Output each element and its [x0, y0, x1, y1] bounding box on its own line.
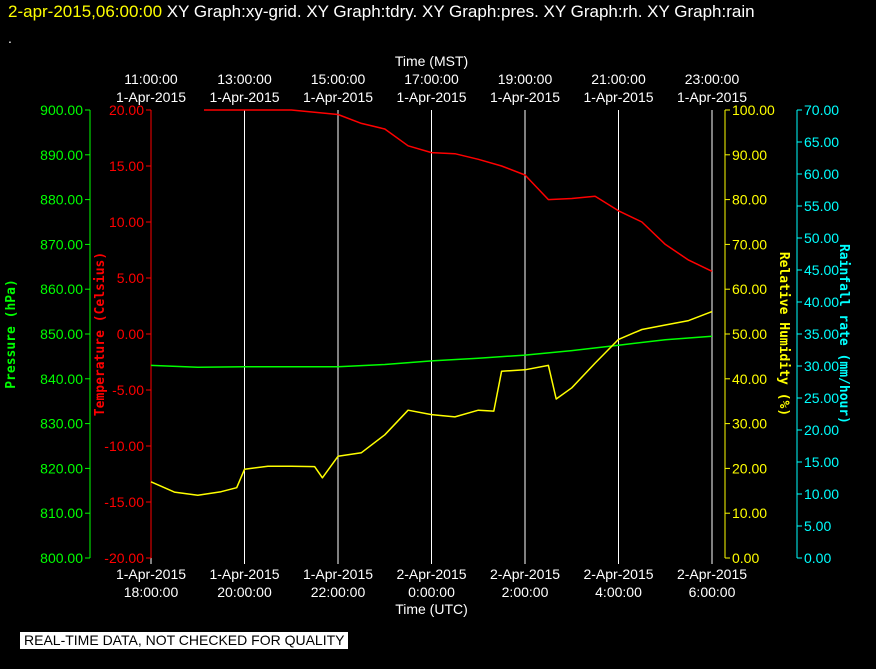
humidity-tick-label: 30.00: [732, 416, 767, 432]
pressure-tick-label: 850.00: [40, 326, 83, 342]
temperature-tick-label: 0.00: [117, 326, 144, 342]
rainfall-axis-label: Rainfall rate (mm/hour): [836, 244, 851, 424]
temperature-tick-label: -15.00: [104, 494, 144, 510]
bottom-axis-tick-time: 20:00:00: [217, 584, 272, 600]
top-axis-tick-date: 1-Apr-2015: [490, 89, 560, 105]
bottom-axis-tick-date: 2-Apr-2015: [396, 566, 466, 582]
pressure-tick-label: 860.00: [40, 281, 83, 297]
header-graph-rain: XY Graph:rain: [647, 2, 755, 21]
pressure-tick-label: 870.00: [40, 236, 83, 252]
top-axis-tick-time: 15:00:00: [311, 71, 366, 87]
rainfall-tick-label: 35.00: [804, 326, 839, 342]
bottom-axis-tick-time: 0:00:00: [408, 584, 455, 600]
pressure-tick-label: 830.00: [40, 416, 83, 432]
top-axis-tick-time: 19:00:00: [498, 71, 553, 87]
header-graph-xy-grid: XY Graph:xy-grid.: [166, 2, 302, 21]
humidity-axis-label: Relative Humidity (%): [776, 252, 791, 416]
pressure-tick-label: 820.00: [40, 460, 83, 476]
temperature-tick-label: 5.00: [117, 270, 144, 286]
rainfall-tick-label: 15.00: [804, 454, 839, 470]
bottom-axis-tick-date: 1-Apr-2015: [116, 566, 186, 582]
humidity-tick-label: 70.00: [732, 236, 767, 252]
humidity-tick-label: 10.00: [732, 505, 767, 521]
bottom-axis-tick-date: 2-Apr-2015: [490, 566, 560, 582]
temperature-tick-label: -5.00: [112, 382, 144, 398]
humidity-tick-label: 60.00: [732, 281, 767, 297]
top-axis-tick-date: 1-Apr-2015: [583, 89, 653, 105]
rainfall-tick-label: 70.00: [804, 102, 839, 118]
top-axis-tick-date: 1-Apr-2015: [116, 89, 186, 105]
rainfall-tick-label: 50.00: [804, 230, 839, 246]
top-axis-tick-time: 11:00:00: [124, 71, 178, 87]
header-graph-pres: XY Graph:pres.: [421, 2, 539, 21]
bottom-axis-tick-date: 1-Apr-2015: [209, 566, 279, 582]
rainfall-tick-label: 40.00: [804, 294, 839, 310]
humidity-tick-label: 90.00: [732, 147, 767, 163]
humidity-series-line: [150, 310, 713, 497]
temperature-tick-label: 15.00: [109, 158, 144, 174]
header-timestamp: 2-apr-2015,06:00:00: [8, 2, 163, 21]
temperature-tick-label: -10.00: [104, 438, 144, 454]
rainfall-tick-label: 5.00: [804, 518, 831, 534]
rainfall-tick-label: 55.00: [804, 198, 839, 214]
temperature-series-line: [204, 109, 713, 272]
rainfall-tick-label: 20.00: [804, 422, 839, 438]
top-axis-tick-time: 13:00:00: [217, 71, 272, 87]
temperature-tick-label: 10.00: [109, 214, 144, 230]
rainfall-tick-label: 25.00: [804, 390, 839, 406]
bottom-axis-tick-time: 4:00:00: [595, 584, 642, 600]
humidity-tick-label: 40.00: [732, 371, 767, 387]
header-graph-tdry: XY Graph:tdry.: [306, 2, 418, 21]
humidity-tick-label: 20.00: [732, 460, 767, 476]
pressure-tick-label: 890.00: [40, 147, 83, 163]
bottom-axis-tick-date: 1-Apr-2015: [303, 566, 373, 582]
temperature-axis-label: Temperature (Celsius): [93, 252, 108, 416]
top-axis-tick-date: 1-Apr-2015: [677, 89, 747, 105]
rainfall-tick-label: 65.00: [804, 134, 839, 150]
temperature-tick-label: -20.00: [104, 550, 144, 566]
pressure-tick-label: 880.00: [40, 192, 83, 208]
rainfall-tick-label: 0.00: [804, 550, 831, 566]
top-axis-tick-time: 23:00:00: [685, 71, 740, 87]
humidity-tick-label: 0.00: [732, 550, 759, 566]
bottom-axis-label: Time (UTC): [395, 601, 468, 617]
quality-notice: REAL-TIME DATA, NOT CHECKED FOR QUALITY: [20, 632, 349, 649]
bottom-axis-tick-time: 22:00:00: [311, 584, 366, 600]
header-dot: .: [8, 30, 12, 46]
top-axis-tick-time: 21:00:00: [591, 71, 646, 87]
rainfall-tick-label: 30.00: [804, 358, 839, 374]
bottom-axis-tick-time: 18:00:00: [124, 584, 179, 600]
pressure-tick-label: 840.00: [40, 371, 83, 387]
bottom-axis-tick-time: 6:00:00: [689, 584, 736, 600]
graph-header: 2-apr-2015,06:00:00 XY Graph:xy-grid. XY…: [8, 2, 874, 22]
bottom-axis-tick-date: 2-Apr-2015: [677, 566, 747, 582]
top-axis-tick-date: 1-Apr-2015: [303, 89, 373, 105]
top-axis-tick-time: 17:00:00: [404, 71, 459, 87]
humidity-tick-label: 80.00: [732, 192, 767, 208]
pressure-tick-label: 810.00: [40, 505, 83, 521]
rainfall-tick-label: 45.00: [804, 262, 839, 278]
pressure-series-line: [150, 335, 713, 368]
humidity-tick-label: 100.00: [732, 102, 775, 118]
pressure-axis-label: Pressure (hPa): [4, 279, 19, 389]
temperature-tick-label: 20.00: [109, 102, 144, 118]
top-axis-tick-date: 1-Apr-2015: [396, 89, 466, 105]
header-graph-rh: XY Graph:rh.: [543, 2, 643, 21]
rainfall-tick-label: 10.00: [804, 486, 839, 502]
top-axis-label: Time (MST): [395, 53, 468, 69]
rainfall-tick-label: 60.00: [804, 166, 839, 182]
top-axis-tick-date: 1-Apr-2015: [209, 89, 279, 105]
bottom-axis-tick-date: 2-Apr-2015: [583, 566, 653, 582]
bottom-axis-tick-time: 2:00:00: [502, 584, 549, 600]
pressure-tick-label: 900.00: [40, 102, 83, 118]
pressure-tick-label: 800.00: [40, 550, 83, 566]
humidity-tick-label: 50.00: [732, 326, 767, 342]
